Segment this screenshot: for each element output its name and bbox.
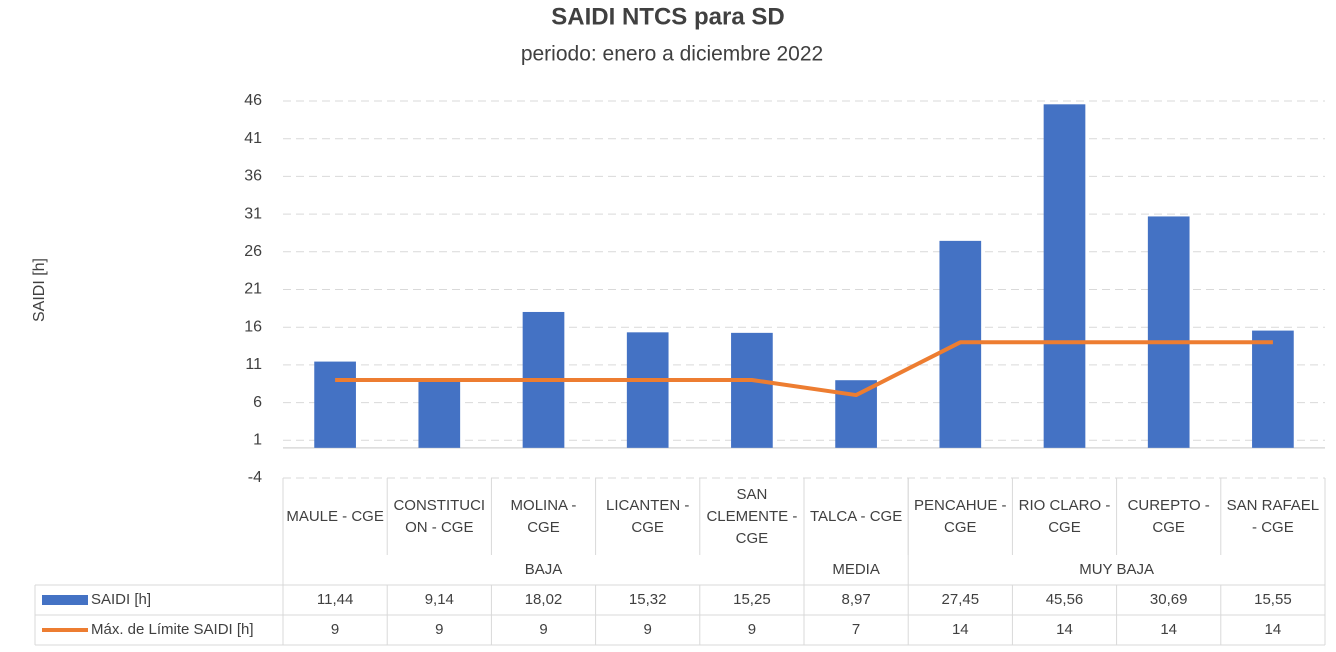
x-tick-label: CUREPTO - CGE [1127, 496, 1210, 536]
bar [1252, 330, 1294, 448]
table-value: 11,44 [317, 591, 353, 608]
table-value: 15,25 [733, 591, 771, 608]
line [335, 340, 1273, 398]
table-value: 9 [331, 621, 339, 638]
y-tick-label: 26 [244, 243, 262, 260]
x-tick-label: PENCAHUE - CGE [914, 496, 1007, 536]
table-value: 9 [644, 621, 652, 638]
group-label: BAJA [525, 561, 563, 578]
table-value: 14 [1056, 621, 1073, 638]
x-tick-label: CONSTITUCION - CGE [393, 496, 486, 536]
table-value: 18,02 [525, 591, 563, 608]
x-tick-label: RIO CLARO - CGE [1018, 496, 1111, 536]
group-label: MEDIA [832, 561, 880, 578]
y-tick-label: 1 [253, 432, 262, 449]
bar [626, 332, 669, 448]
legend-label: Máx. de Límite SAIDI [h] [91, 621, 254, 638]
x-tick-label: MOLINA - CGE [510, 496, 577, 536]
table-value: 9 [748, 621, 756, 638]
table-value: 9,14 [425, 591, 454, 608]
x-tick-label-box: CONSTITUCION - CGE [393, 496, 486, 536]
y-tick-label: 21 [244, 281, 262, 298]
table-value: 45,56 [1046, 591, 1084, 608]
table-value: 9 [539, 621, 547, 638]
y-tick-label: 16 [244, 318, 262, 335]
y-tick-label: 6 [253, 394, 262, 411]
chart-subtitle: periodo: enero a diciembre 2022 [521, 43, 823, 66]
x-tick-label-box: TALCA - CGE [809, 507, 903, 525]
y-tick-label: 41 [244, 130, 262, 147]
x-tick-label-box: SAN CLEMENTE - CGE [706, 485, 798, 547]
table-value: 27,45 [942, 591, 980, 608]
legend-key [42, 595, 88, 605]
y-tick-label: 31 [244, 205, 262, 222]
bar [314, 361, 356, 448]
x-tick-label-box: MAULE - CGE [286, 507, 384, 525]
bar [835, 380, 877, 448]
chart-title: SAIDI NTCS para SD [551, 3, 784, 30]
x-tick-label-box: PENCAHUE - CGE [914, 496, 1007, 536]
x-tick-label: TALCA - CGE [809, 507, 903, 525]
table-value: 7 [852, 621, 860, 638]
group-label: MUY BAJA [1079, 561, 1154, 578]
y-tick-label: 11 [245, 356, 262, 373]
x-tick-label: SAN RAFAEL - CGE [1226, 496, 1320, 536]
y-tick-label: -4 [248, 469, 262, 486]
y-axis-title: SAIDI [h] [31, 258, 48, 322]
bar [1043, 104, 1086, 448]
legend-label: SAIDI [h] [91, 591, 151, 608]
table-value: 15,32 [629, 591, 667, 608]
x-tick-label: LICANTEN - CGE [606, 496, 690, 536]
table-value: 30,69 [1150, 591, 1188, 608]
bar [1147, 216, 1190, 448]
x-tick-label-box: CUREPTO - CGE [1127, 496, 1210, 536]
table-value: 14 [1160, 621, 1177, 638]
bar [418, 378, 461, 448]
x-tick-label-box: LICANTEN - CGE [606, 496, 690, 536]
x-tick-label-box: RIO CLARO - CGE [1018, 496, 1111, 536]
table-value: 14 [1265, 621, 1282, 638]
y-tick-label: 46 [244, 92, 262, 109]
x-tick-label: MAULE - CGE [286, 507, 384, 525]
table-value: 8,97 [841, 591, 870, 608]
table-value: 9 [435, 621, 443, 638]
table-value: 14 [952, 621, 969, 638]
y-tick-label: 36 [244, 168, 262, 185]
table-value: 15,55 [1254, 591, 1292, 608]
x-tick-label: SAN CLEMENTE - CGE [706, 485, 798, 547]
x-tick-label-box: SAN RAFAEL - CGE [1226, 496, 1320, 536]
bar [731, 332, 773, 448]
x-tick-label-box: MOLINA - CGE [510, 496, 577, 536]
